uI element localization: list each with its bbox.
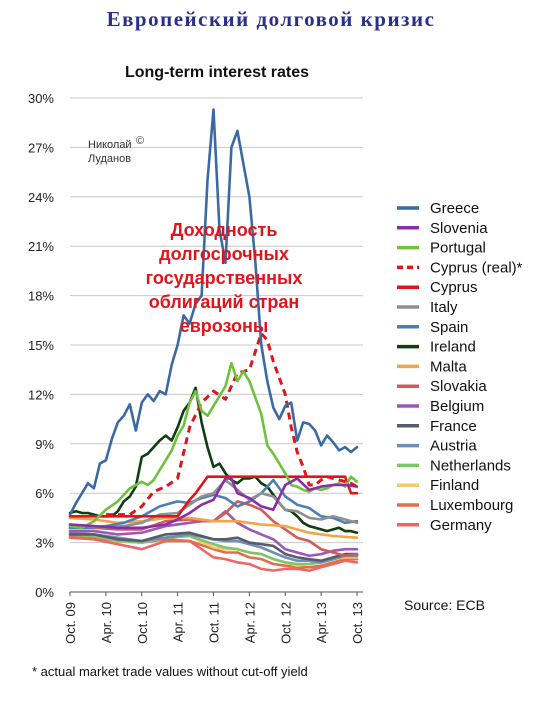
legend-entry: Slovakia	[430, 378, 487, 395]
y-tick-label: 15%	[28, 338, 54, 353]
overlay-caption-line: долгосрочных	[159, 244, 289, 264]
series-line	[68, 531, 359, 563]
legend-entry: Ireland	[430, 339, 476, 356]
y-tick-label: 21%	[28, 239, 54, 254]
series-line	[68, 500, 359, 558]
series-line	[68, 108, 359, 516]
legend-entry: Italy	[430, 299, 458, 316]
series-line	[68, 478, 359, 530]
legend-entry: Belgium	[430, 398, 484, 415]
legend: Greece Slovenia Portugal Cyprus (real)* Cypr…	[397, 200, 523, 534]
legend-entry: Cyprus (real)*	[430, 259, 523, 276]
y-tick-label: 30%	[28, 91, 54, 106]
page-title: Европейский долговой кризис	[106, 7, 436, 31]
x-tick-label: Apr. 13	[314, 602, 329, 643]
legend-entry: Netherlands	[430, 457, 511, 474]
legend-entry: Greece	[430, 200, 479, 217]
series-line	[68, 386, 359, 535]
legend-entry: Germany	[430, 517, 492, 534]
y-axis: 0% 3% 6% 9% 12% 15% 18% 21% 24% 27% 30%	[28, 91, 54, 600]
series-line	[68, 509, 359, 558]
legend-entry: Austria	[430, 438, 477, 455]
x-tick-label: Apr. 10	[99, 602, 114, 643]
author-line-2: Луданов	[88, 153, 131, 165]
x-tick-label: Oct. 12	[278, 602, 293, 644]
chart-title: Long-term interest rates	[125, 64, 309, 81]
y-tick-label: 9%	[35, 437, 54, 452]
author-annotation: Николай © Луданов	[88, 135, 144, 165]
overlay-caption-line: еврозоны	[180, 316, 269, 336]
x-tick-label: Apr. 11	[171, 602, 186, 642]
series-line	[68, 477, 359, 530]
y-tick-label: 3%	[35, 536, 54, 551]
overlay-caption: Доходность долгосрочных государственных обл…	[146, 220, 303, 336]
y-tick-label: 18%	[28, 289, 54, 304]
x-tick-label: Oct. 10	[135, 602, 150, 644]
series-line	[68, 536, 359, 572]
legend-entry: Cyprus	[430, 279, 478, 296]
legend-entry: Luxembourg	[430, 497, 513, 514]
y-tick-label: 24%	[28, 190, 54, 205]
series-line	[68, 478, 359, 530]
source-note: Source: ECB	[404, 597, 485, 613]
series-line	[68, 475, 359, 518]
legend-entry: Spain	[430, 319, 468, 336]
series-line	[68, 361, 359, 530]
x-tick-label: Apr. 12	[242, 602, 257, 643]
series-lines	[68, 108, 359, 572]
overlay-caption-line: облигаций стран	[149, 292, 300, 312]
overlay-caption-line: государственных	[146, 268, 303, 288]
y-tick-label: 27%	[28, 140, 54, 155]
legend-entry: Slovenia	[430, 220, 488, 237]
series-line	[105, 332, 358, 517]
y-tick-label: 6%	[35, 486, 54, 501]
overlay-caption-line: Доходность	[171, 220, 278, 240]
footnote: * actual market trade values without cut…	[32, 664, 308, 679]
y-tick-label: 12%	[28, 387, 54, 402]
x-tick-label: Oct. 13	[350, 602, 365, 644]
y-tick-label: 0%	[35, 585, 54, 600]
x-tick-label: Oct. 09	[63, 602, 78, 644]
author-copyright-mark: ©	[136, 135, 144, 147]
x-axis: Oct. 09 Apr. 10 Oct. 10 Apr. 11 Oct. 11 Apr. …	[63, 592, 365, 644]
legend-entry: Malta	[430, 358, 467, 375]
author-line-1: Николай	[88, 139, 132, 151]
legend-entry: France	[430, 418, 477, 435]
legend-entry: Portugal	[430, 240, 486, 257]
x-tick-label: Oct. 11	[207, 602, 222, 643]
legend-entry: Finland	[430, 477, 479, 494]
